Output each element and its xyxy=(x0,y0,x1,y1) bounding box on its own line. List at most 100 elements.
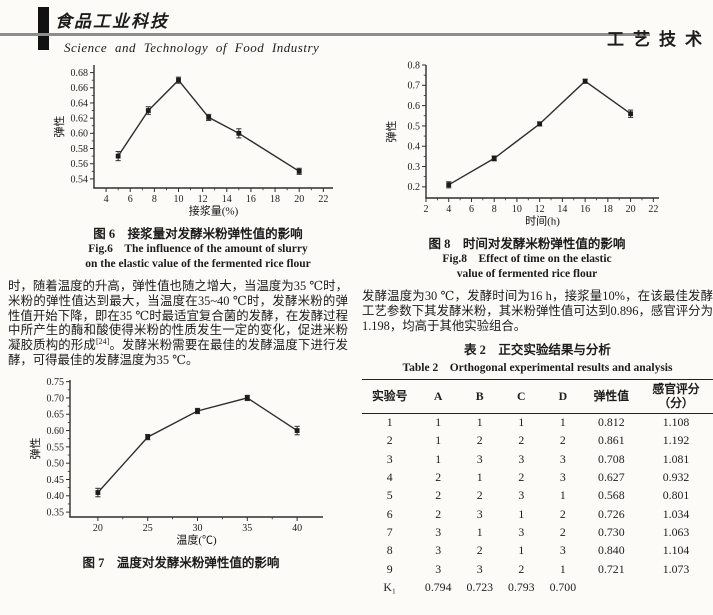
svg-text:25: 25 xyxy=(143,523,153,534)
table-row: K₁ 0.794 0.723 0.793 0.700 xyxy=(362,578,713,596)
table-cell: 0.812 xyxy=(598,415,625,430)
svg-text:8: 8 xyxy=(152,194,157,205)
table-cell: 2 xyxy=(518,433,525,448)
figure-6: 4 6 8 10 12 14 16 18 20 22 0.54 0.56 0.58 0.60 0.62 0.6… xyxy=(52,58,344,272)
fig6-caption-en-1: Fig.6 The influence of the amount of slu… xyxy=(88,243,308,256)
right-column: 2 4 6 8 10 12 14 16 18 20 22 0.2 0.3 0.4 0.5 0.6 0.7 0.8 时… xyxy=(362,58,713,597)
svg-text:6: 6 xyxy=(469,204,474,215)
table-cell-run-number: 3 xyxy=(386,451,393,466)
figure-7: 20 25 30 35 40 0.35 0.40 0.45 0.50 0.55 0.60 0.65 0.… xyxy=(28,373,334,571)
table-row: 3 1 3 3 3 0.708 1.081 xyxy=(362,450,713,468)
svg-text:0.60: 0.60 xyxy=(47,426,65,437)
table-cell: 1 xyxy=(435,415,442,430)
table-cell: 3 xyxy=(518,488,525,503)
table-cell: 1.034 xyxy=(662,506,690,521)
col-header-run: 实验号 xyxy=(372,389,408,404)
table-cell: 3 xyxy=(559,543,566,558)
table-cell: 1 xyxy=(435,451,442,466)
svg-text:4: 4 xyxy=(446,204,451,215)
table-cell: 3 xyxy=(476,561,483,576)
fig8-caption-en-2: value of fermented rice flour xyxy=(456,268,598,281)
fig8-line-chart: 2 4 6 8 10 12 14 16 18 20 22 0.2 0.3 0.4 0.5 0.6 0.7 0.8 时… xyxy=(384,60,659,228)
table-cell: 0.721 xyxy=(598,561,625,576)
table-cell: 1.073 xyxy=(662,561,690,576)
left-paragraph: 时，随着温度的升高，弹性值也随之增大，当温度为35 ℃时，米粉的弹性值达到最大，… xyxy=(8,279,348,367)
svg-text:0.60: 0.60 xyxy=(71,129,89,140)
table-cell-run-number: 9 xyxy=(386,561,393,576)
table-cell: 0.700 xyxy=(549,579,577,594)
table-cell-run-number: 4 xyxy=(386,470,393,485)
figure-8: 2 4 6 8 10 12 14 16 18 20 22 0.2 0.3 0.4 0.5 0.6 0.7 0.8 时… xyxy=(384,58,670,282)
table-cell: 0.801 xyxy=(662,488,690,503)
col-header-sensory-line2: （分） xyxy=(658,396,694,411)
svg-text:10: 10 xyxy=(173,194,183,205)
journal-name-en: Science and Technology of Food Industry xyxy=(64,40,320,55)
section-label: 工艺技术 xyxy=(607,30,711,49)
col-header-c: C xyxy=(517,389,526,404)
svg-text:0.45: 0.45 xyxy=(47,475,65,486)
table-cell: 1 xyxy=(476,524,483,539)
svg-text:0.55: 0.55 xyxy=(47,443,65,454)
table-cell: 1 xyxy=(559,561,566,576)
svg-text:16: 16 xyxy=(246,194,256,205)
left-column: 4 6 8 10 12 14 16 18 20 22 0.54 0.56 0.58 0.60 0.62 0.6… xyxy=(8,58,348,597)
table-cell: 2 xyxy=(559,433,566,448)
table-cell: 3 xyxy=(435,561,442,576)
table2-caption-en: Table 2 Orthogonal experimental results … xyxy=(402,362,673,375)
svg-text:0.3: 0.3 xyxy=(408,162,421,173)
table-cell: 0.794 xyxy=(424,579,452,594)
svg-text:接浆量(%): 接浆量(%) xyxy=(189,204,239,218)
fig8-caption-en-1: Fig.8 Effect of time on the elastic xyxy=(442,253,612,266)
col-header-b: B xyxy=(475,389,484,404)
svg-text:20: 20 xyxy=(93,523,103,534)
table-cell: 2 xyxy=(435,506,442,521)
svg-text:0.35: 0.35 xyxy=(47,508,65,519)
table-cell xyxy=(639,578,713,596)
svg-text:20: 20 xyxy=(294,194,304,205)
svg-text:10: 10 xyxy=(512,204,522,215)
svg-text:0.66: 0.66 xyxy=(71,83,89,94)
table-cell: 3 xyxy=(518,451,525,466)
table-row: 4 2 1 2 3 0.627 0.932 xyxy=(362,468,713,486)
svg-text:30: 30 xyxy=(192,523,202,534)
table-cell: 1 xyxy=(559,488,566,503)
fig6-caption-en-2: on the elastic value of the fermented ri… xyxy=(85,258,311,271)
svg-text:12: 12 xyxy=(198,194,208,205)
table-cell: 0.932 xyxy=(662,470,690,485)
table-cell: 0.568 xyxy=(598,488,625,503)
table-cell-run-number: 7 xyxy=(386,524,393,539)
table-header: 实验号 A B C D 弹性值 感官评分 （分） xyxy=(362,379,713,414)
svg-text:16: 16 xyxy=(580,204,590,215)
svg-text:温度(℃): 温度(℃) xyxy=(176,533,217,547)
left-paragraph-text-2: 。发酵米粉需要在最佳的发酵温度下进行发酵，可得最佳的发酵温度为35 ℃。 xyxy=(8,337,349,367)
table-cell: 1 xyxy=(559,415,566,430)
svg-text:0.70: 0.70 xyxy=(47,394,65,405)
journal-logo-bar xyxy=(38,7,49,50)
table-cell: 0.627 xyxy=(598,470,625,485)
svg-text:0.68: 0.68 xyxy=(71,68,89,79)
svg-text:4: 4 xyxy=(104,194,109,205)
table-cell: 0.861 xyxy=(598,433,625,448)
table-cell: 2 xyxy=(476,543,483,558)
table-cell: 2 xyxy=(559,524,566,539)
svg-text:0.64: 0.64 xyxy=(71,98,89,109)
col-header-d: D xyxy=(558,389,568,404)
svg-text:2: 2 xyxy=(424,204,429,215)
page-header: 食品工业科技 工艺技术 Science and Technology of Fo… xyxy=(0,0,713,58)
table-cell: 3 xyxy=(559,451,566,466)
svg-text:0.50: 0.50 xyxy=(47,459,65,470)
table-row: 2 1 2 2 2 0.861 1.192 xyxy=(362,432,713,450)
svg-text:时间(h): 时间(h) xyxy=(525,215,560,228)
journal-logo: 食品工业科技 xyxy=(53,7,175,35)
svg-text:18: 18 xyxy=(270,194,280,205)
col-header-sensory-line1: 感官评分 xyxy=(652,382,700,397)
table-cell-run-number: 1 xyxy=(386,415,393,430)
table2-caption-cn: 表 2 正交实验结果与分析 xyxy=(464,343,611,358)
table-cell: 3 xyxy=(476,451,483,466)
svg-text:0.40: 0.40 xyxy=(47,492,65,503)
table-cell: 2 xyxy=(518,470,525,485)
table-row: 1 1 1 1 1 0.812 1.108 xyxy=(362,413,713,432)
table-cell: 0.726 xyxy=(598,506,625,521)
orthogonal-results-table: 实验号 A B C D 弹性值 感官评分 （分） 1 1 1 1 1 0.812 1.108… xyxy=(362,379,713,596)
